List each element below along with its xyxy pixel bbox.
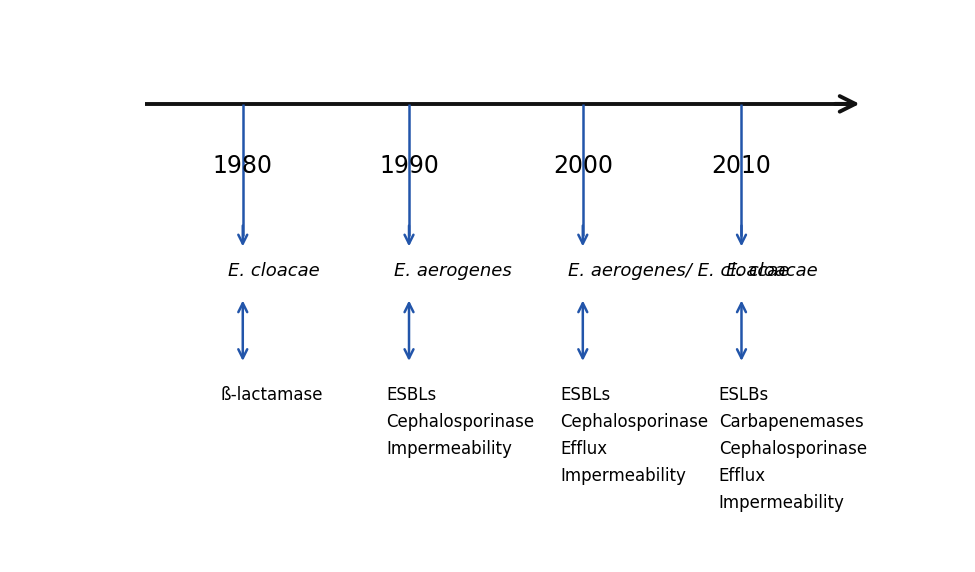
Text: 2010: 2010 — [712, 153, 771, 177]
Text: E. aerogenes: E. aerogenes — [394, 262, 512, 280]
Text: 1980: 1980 — [213, 153, 273, 177]
Text: 2000: 2000 — [553, 153, 613, 177]
Text: ESBLs
Cephalosporinase
Efflux
Impermeability: ESBLs Cephalosporinase Efflux Impermeabi… — [560, 386, 708, 485]
Text: ESBLs
Cephalosporinase
Impermeability: ESBLs Cephalosporinase Impermeability — [386, 386, 534, 458]
Text: E. aerogenes/ E. cloacae: E. aerogenes/ E. cloacae — [567, 262, 789, 280]
Text: E. cloacae: E. cloacae — [228, 262, 320, 280]
Text: 1990: 1990 — [379, 153, 439, 177]
Text: ESLBs
Carbapenemases
Cephalosporinase
Efflux
Impermeability: ESLBs Carbapenemases Cephalosporinase Ef… — [719, 386, 867, 512]
Text: E. cloacae: E. cloacae — [726, 262, 818, 280]
Text: ß-lactamase: ß-lactamase — [220, 386, 323, 404]
